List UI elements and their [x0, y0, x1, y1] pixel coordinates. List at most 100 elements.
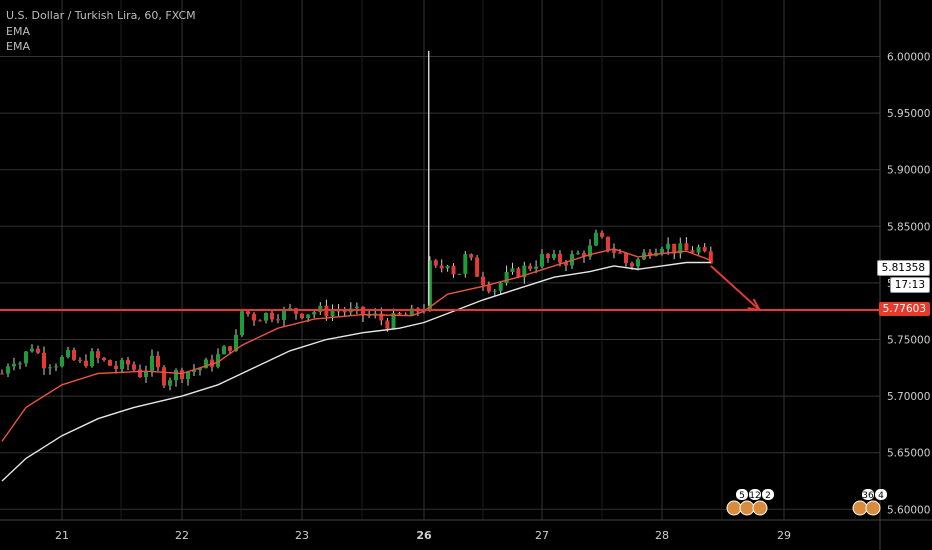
candle-body [504, 271, 509, 284]
event-flag-icon [752, 500, 768, 516]
candle-body [696, 247, 701, 253]
candle-body [594, 232, 598, 246]
time-tick-label: 23 [295, 529, 309, 542]
candle-body [84, 360, 88, 367]
candle-body [684, 243, 689, 251]
candle-body [451, 265, 456, 275]
event-count-label: 2 [765, 491, 771, 501]
countdown-tag: 17:13 [889, 276, 930, 293]
candle-body [361, 306, 365, 316]
support-level [0, 265, 880, 312]
price-tick-label: 5.65000 [887, 448, 930, 460]
candle-body [534, 266, 539, 269]
candle-body [48, 367, 52, 369]
chart-legend: U.S. Dollar / Turkish Lira, 60, FXCM EMA… [6, 8, 196, 55]
candle-body [12, 363, 16, 367]
candle-body [330, 310, 335, 317]
candle-body [180, 370, 184, 380]
candle-body [600, 232, 604, 237]
candle-body [114, 365, 118, 369]
event-flag-icon [726, 500, 742, 516]
time-tick-label: 29 [777, 529, 791, 542]
candle-body [234, 335, 238, 351]
current-price-tag: 5.81358 [876, 259, 930, 276]
event-count-badge [875, 489, 887, 500]
candle-body [397, 313, 402, 315]
candle-body [312, 312, 317, 315]
candle-body [391, 313, 396, 329]
candle-body [678, 243, 683, 254]
projection-arrow-head [747, 298, 762, 312]
ema-fast-line [1, 248, 712, 442]
ema-slow-line [1, 261, 711, 482]
candle-body [258, 320, 262, 322]
candle-body [120, 359, 124, 369]
candle-body [606, 236, 610, 251]
candle-body [463, 254, 468, 274]
candle-body [612, 250, 616, 253]
candle-body [96, 351, 100, 358]
candle-body [54, 366, 58, 368]
event-markers[interactable]: 5 12 2 36 4 [726, 489, 887, 516]
candle-body [156, 355, 160, 368]
candle-body [36, 348, 40, 353]
time-tick-label: 21 [55, 529, 69, 542]
candle-body [486, 285, 491, 292]
price-tick-label: 5.60000 [887, 504, 930, 516]
ema-lines [1, 248, 712, 482]
candle-body [648, 252, 652, 256]
symbol-title: U.S. Dollar / Turkish Lira, 60, FXCM [6, 9, 196, 22]
candle-body [492, 290, 497, 292]
candle-body [90, 351, 94, 367]
price-tick-label: 5.70000 [887, 391, 930, 403]
candle-body [6, 366, 10, 374]
candle-body [186, 371, 190, 380]
candle-body [630, 263, 634, 267]
time-tick-label: 26 [416, 529, 432, 542]
candle-body [168, 380, 172, 386]
candle-body [72, 349, 76, 360]
level-price-tag: 5.77603 [878, 302, 930, 317]
candle-body [618, 252, 622, 254]
candle-body [336, 310, 341, 312]
candle-body [546, 254, 550, 258]
event-count-label: 4 [878, 491, 884, 501]
candle-body [582, 253, 586, 257]
candle-body [564, 262, 568, 266]
ema-fast-label: EMA [6, 24, 30, 38]
candle-body [24, 351, 28, 364]
projection-arrow [710, 265, 761, 311]
candle-body [690, 250, 695, 253]
event-count-label: 12 [749, 491, 760, 501]
candle-body [457, 273, 462, 275]
candle-body [66, 349, 70, 357]
time-axis[interactable]: 21 22 23 26 27 28 29 [55, 529, 791, 542]
candle-body [42, 352, 46, 369]
event-count-label: 5 [739, 491, 745, 501]
event-flag-icon [865, 500, 881, 516]
price-tick-label: 5.85000 [887, 221, 930, 233]
candle-body [427, 260, 432, 310]
candle-body [276, 319, 280, 321]
candle-body [498, 283, 503, 291]
candle-body [469, 254, 474, 258]
candle-body [672, 243, 677, 254]
candle-body [210, 359, 214, 367]
candle-body [510, 268, 515, 272]
candle-body [516, 268, 521, 278]
candle-body [300, 313, 304, 318]
candle-body [192, 370, 196, 372]
candle-body [558, 253, 562, 263]
candle-body [354, 306, 359, 309]
price-tick-label: 6.00000 [887, 52, 930, 64]
candle-body [666, 243, 671, 249]
price-tick-label: 5.90000 [887, 165, 930, 177]
candle-body [306, 314, 311, 318]
price-tick-label: 5.95000 [887, 108, 930, 120]
candlesticks [0, 50, 713, 391]
candle-body [409, 308, 414, 316]
candle-body [385, 320, 390, 329]
candle-body [198, 368, 202, 371]
candle-body [270, 312, 274, 320]
